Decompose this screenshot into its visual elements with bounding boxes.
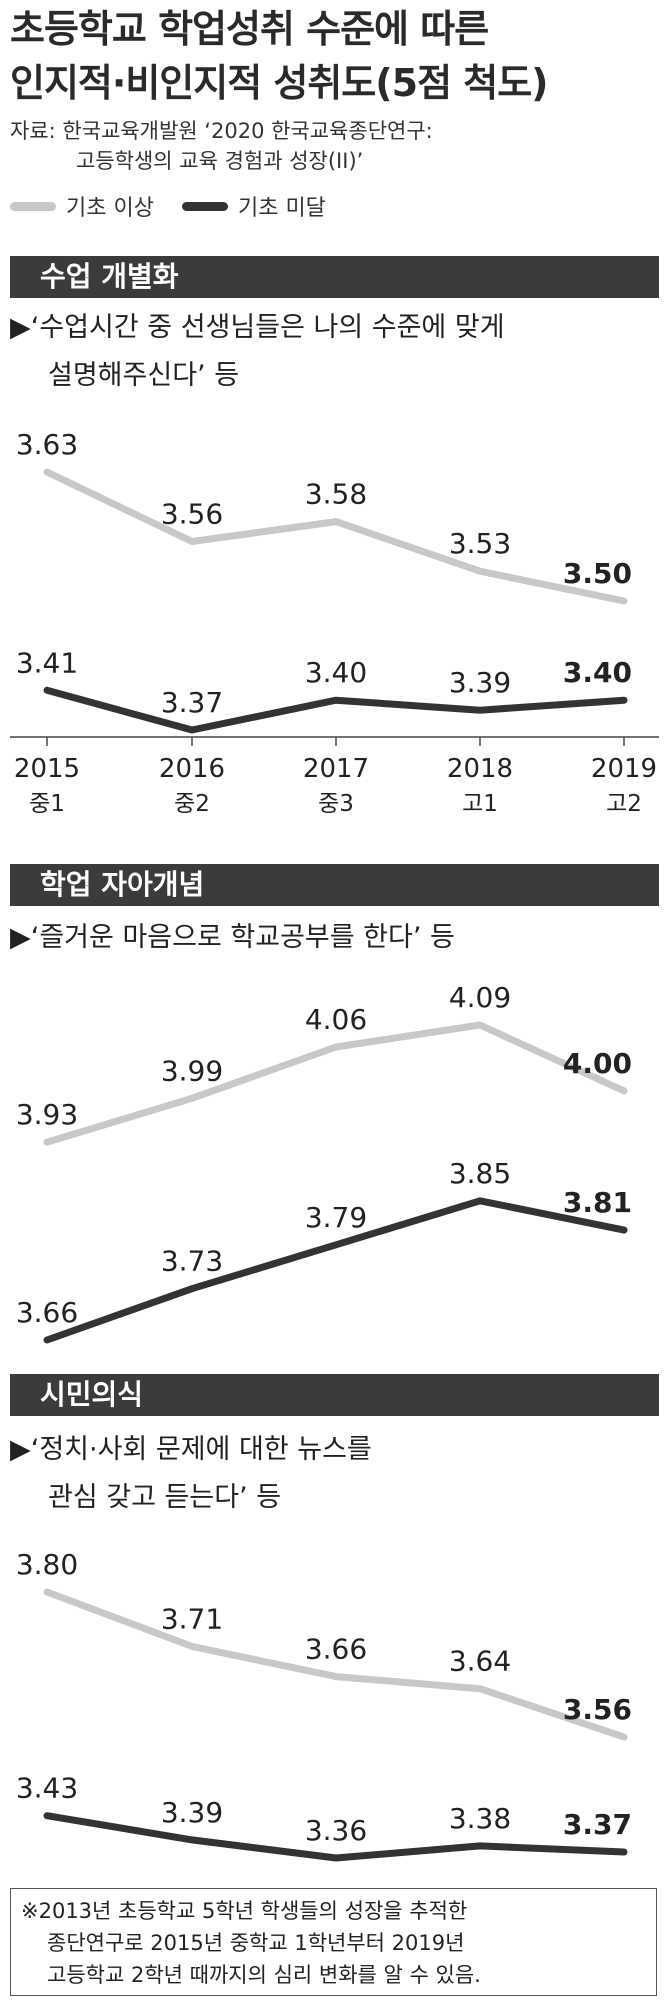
quote-2-line-1: ▶‘즐거운 마음으로 학교공부를 한다’ 등 (10, 922, 455, 953)
x-subtick-label: 고2 (606, 791, 642, 817)
quote-1-line-2: 설명해주신다’ 등 (48, 360, 240, 391)
section-header-1: 수업 개별화 (10, 256, 659, 298)
legend: 기초 이상 기초 미달 (10, 190, 326, 222)
legend-swatch-above (10, 201, 56, 211)
data-label-above: 3.56 (563, 1693, 632, 1726)
data-label-below: 3.39 (449, 666, 511, 699)
line-chart-1: 2015 중1 2016 중2 2017 중3 2018 고1 2019 고2 3.63 3.56 3.… (10, 428, 659, 817)
x-tick-label: 2019 (591, 754, 657, 784)
footnote-line-2: 종단연구로 2015년 중학교 1학년부터 2019년 (47, 1931, 465, 1955)
series-line-below (43, 1197, 628, 1344)
data-label-below: 3.37 (161, 686, 223, 719)
x-subtick-label: 중1 (29, 791, 65, 817)
data-label-above: 4.06 (305, 1003, 367, 1036)
legend-label-above: 기초 이상 (66, 196, 154, 221)
data-label-below: 3.40 (305, 656, 367, 689)
section-quote-2: ▶‘즐거운 마음으로 학교공부를 한다’ 등 (10, 914, 650, 962)
source-line-2: 고등학생의 교육 경험과 성장(II)’ (76, 149, 364, 173)
x-subtick-label: 고1 (462, 791, 498, 817)
source-line-1: 자료: 한국교육개발원 ‘2020 한국교육종단연구: (10, 119, 433, 143)
footnote-line-1: ※2013년 초등학교 5학년 학생들의 성장을 추적한 (21, 1899, 468, 1923)
data-label-above: 3.71 (161, 1602, 223, 1635)
data-label-below: 3.40 (563, 656, 632, 689)
line-chart-3: 3.80 3.71 3.66 3.64 3.56 3.43 3.39 3.36 3.38 3.37 (16, 1548, 632, 1862)
series-line-below (43, 1812, 628, 1862)
footnote-line-3: 고등학교 2학년 때까지의 심리 변화를 알 수 있음. (47, 1963, 481, 1987)
legend-label-below: 기초 미달 (237, 196, 326, 221)
data-label-above: 4.00 (563, 1047, 632, 1080)
section-header-3: 시민의식 (10, 1374, 659, 1416)
data-label-below: 3.36 (305, 1814, 367, 1847)
data-label-above: 3.64 (449, 1645, 511, 1678)
series-line-above (43, 1021, 628, 1146)
legend-item-below: 기초 미달 (181, 190, 326, 222)
x-tick-label: 2017 (303, 754, 369, 784)
series-line-above (43, 468, 628, 605)
data-label-above: 3.93 (16, 1098, 78, 1131)
data-label-above: 3.50 (563, 557, 632, 590)
x-subtick-label: 중2 (174, 791, 210, 817)
section-quote-1: ▶‘수업시간 중 선생님들은 나의 수준에 맞게 설명해주신다’ 등 (10, 304, 650, 400)
data-label-below: 3.66 (16, 1296, 78, 1329)
data-label-below: 3.79 (305, 1201, 367, 1234)
series-line-above (43, 1588, 628, 1741)
line-chart-2: 3.93 3.99 4.06 4.09 4.00 3.66 3.73 3.79 3.85 3.81 (16, 981, 632, 1344)
title-line-2: 인지적·비인지적 성취도(5점 척도) (10, 61, 549, 105)
data-label-above: 3.63 (16, 428, 78, 461)
data-label-above: 3.80 (16, 1548, 78, 1581)
section-header-2: 학업 자아개념 (10, 864, 659, 906)
data-label-below: 3.39 (161, 1796, 223, 1829)
x-tick-label: 2016 (159, 754, 225, 784)
data-label-below: 3.38 (449, 1802, 511, 1835)
data-label-above: 4.09 (449, 981, 511, 1014)
x-tick-label: 2015 (14, 754, 80, 784)
quote-1-line-1: ▶‘수업시간 중 선생님들은 나의 수준에 맞게 (10, 312, 505, 343)
data-label-below: 3.41 (16, 646, 78, 679)
source-note: 자료: 한국교육개발원 ‘2020 한국교육종단연구: 고등학생의 교육 경험과… (10, 116, 433, 176)
data-label-above: 3.66 (305, 1633, 367, 1666)
data-label-below: 3.43 (16, 1772, 78, 1805)
x-tick-label: 2018 (447, 754, 513, 784)
chart-title: 초등학교 학업성취 수준에 따른 인지적·비인지적 성취도(5점 척도) (10, 2, 549, 110)
legend-item-above: 기초 이상 (10, 190, 154, 222)
data-label-below: 3.85 (449, 1157, 511, 1190)
title-line-1: 초등학교 학업성취 수준에 따른 (10, 7, 489, 51)
data-label-below: 3.37 (563, 1808, 632, 1841)
data-label-below: 3.81 (563, 1186, 632, 1219)
quote-3-line-2: 관심 갖고 듣는다’ 등 (48, 1482, 282, 1513)
series-line-below (43, 686, 628, 734)
quote-3-line-1: ▶‘정치·사회 문제에 대한 뉴스를 (10, 1434, 372, 1465)
data-label-above: 3.58 (305, 478, 367, 511)
data-label-above: 3.56 (161, 497, 223, 530)
legend-swatch-below (181, 201, 228, 211)
section-quote-3: ▶‘정치·사회 문제에 대한 뉴스를 관심 갖고 듣는다’ 등 (10, 1426, 650, 1522)
data-label-above: 3.99 (161, 1054, 223, 1087)
footnote: ※2013년 초등학교 5학년 학생들의 성장을 추적한 종단연구로 2015년… (10, 1888, 657, 1996)
data-label-below: 3.73 (161, 1245, 223, 1278)
x-subtick-label: 중3 (318, 791, 354, 817)
data-label-above: 3.53 (449, 527, 511, 560)
